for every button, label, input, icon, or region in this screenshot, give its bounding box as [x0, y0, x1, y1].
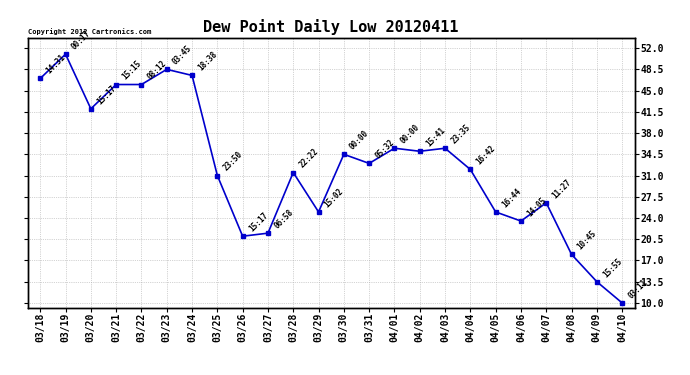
Text: 05:32: 05:32: [373, 138, 396, 160]
Text: 03:45: 03:45: [171, 44, 194, 67]
Text: 11:27: 11:27: [551, 177, 573, 200]
Text: 23:50: 23:50: [221, 150, 244, 173]
Title: Dew Point Daily Low 20120411: Dew Point Daily Low 20120411: [204, 19, 459, 35]
Text: 15:15: 15:15: [120, 59, 143, 82]
Text: Copyright 2012 Cartronics.com: Copyright 2012 Cartronics.com: [28, 28, 151, 35]
Text: 15:17: 15:17: [95, 83, 118, 106]
Text: 15:55: 15:55: [601, 256, 624, 279]
Text: 18:38: 18:38: [196, 50, 219, 73]
Text: 14:05: 14:05: [525, 195, 548, 218]
Text: 08:12: 08:12: [146, 59, 168, 82]
Text: 00:17: 00:17: [70, 29, 92, 51]
Text: 15:02: 15:02: [323, 186, 346, 209]
Text: 00:00: 00:00: [348, 129, 371, 152]
Text: 06:58: 06:58: [272, 208, 295, 230]
Text: 23:35: 23:35: [449, 123, 472, 146]
Text: 00:00: 00:00: [399, 123, 422, 146]
Text: 10:45: 10:45: [575, 229, 598, 252]
Text: 15:17: 15:17: [247, 211, 270, 233]
Text: 16:44: 16:44: [500, 186, 522, 209]
Text: 16:42: 16:42: [475, 144, 497, 167]
Text: 15:41: 15:41: [424, 126, 446, 148]
Text: 22:22: 22:22: [297, 147, 320, 170]
Text: 03:11: 03:11: [627, 278, 649, 300]
Text: 14:31: 14:31: [44, 53, 67, 76]
